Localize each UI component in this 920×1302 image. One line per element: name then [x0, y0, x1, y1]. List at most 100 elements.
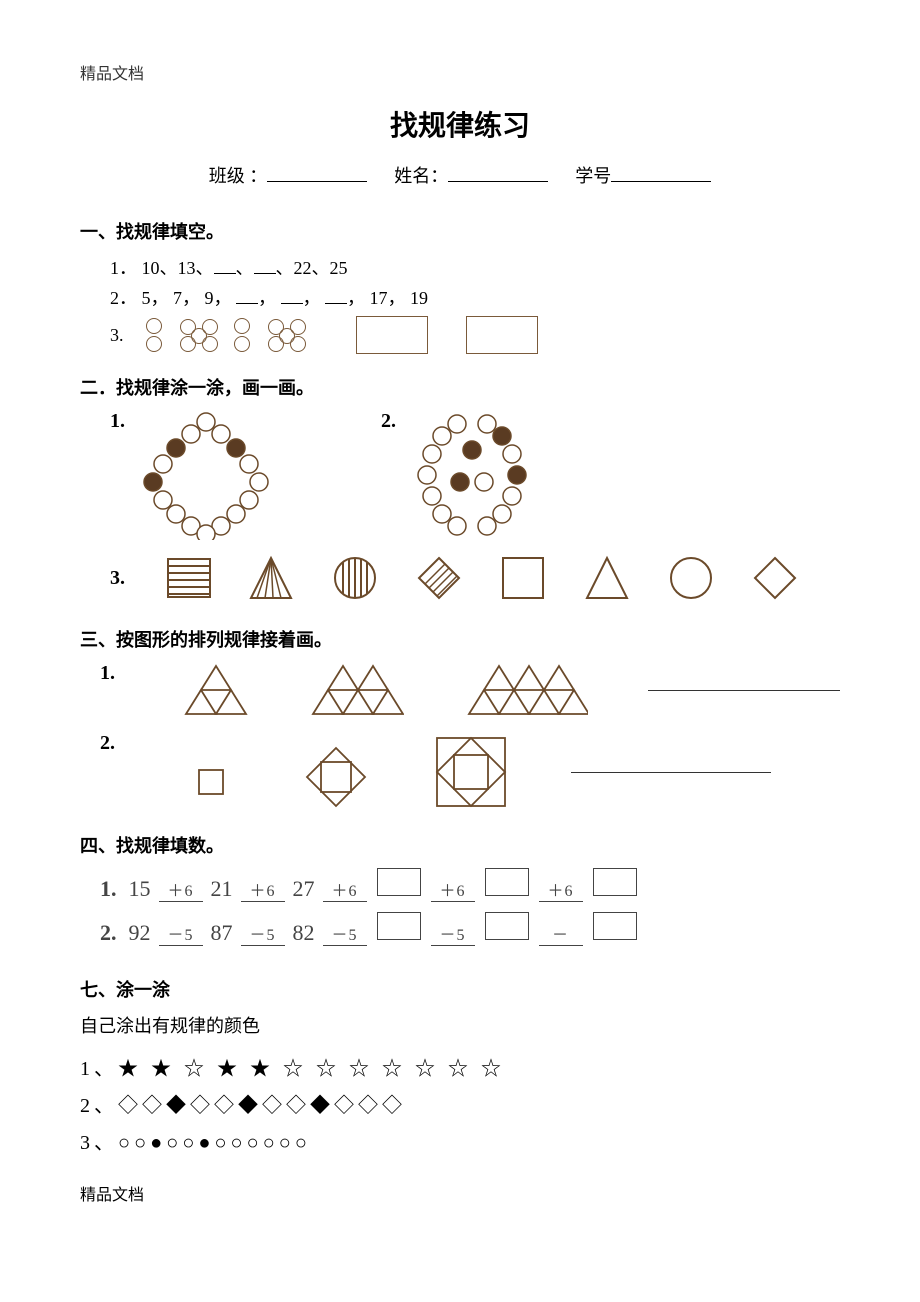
s7-r1-label: 1、 [80, 1058, 118, 1080]
s1-q1-label: 1． [110, 258, 137, 278]
header-small: 精品文档 [80, 60, 840, 84]
s4-r2-start: 92 [129, 920, 151, 946]
s1-q2: 2． 5， 7， 9， ， ， ， 17， 19 [110, 284, 840, 310]
s1-q2-b: ， [258, 288, 276, 308]
s4-r1-m2: 27 [293, 876, 315, 902]
s1-q1-blank1[interactable] [214, 257, 236, 274]
s1-q1-c: 、22、25 [276, 258, 348, 278]
triangle-stack-2-icon [181, 662, 248, 718]
section7-sub: 自己涂出有规律的颜色 [80, 1012, 840, 1038]
triangle-outline-icon[interactable] [583, 554, 631, 602]
s1-q1-b: 、 [236, 258, 254, 278]
section1-head: 一、找规律填空。 [80, 218, 840, 244]
s4-r2-m2: 82 [293, 920, 315, 946]
s2-beads: 1. 2. [110, 410, 840, 540]
s3-l2: 2. [100, 732, 115, 755]
s1-q2-d: ， 17， 19 [347, 288, 428, 308]
s7-r3-label: 3、 [80, 1132, 118, 1154]
nested-square-1-icon [181, 752, 241, 812]
s1-q2-blank1[interactable] [236, 287, 258, 304]
s3-row2: 2. [100, 732, 840, 812]
s1-q2-c: ， [303, 288, 321, 308]
s7-r2: 2、◇◇◆◇◇◆◇◇◆◇◇◇ [80, 1089, 840, 1118]
name-label: 姓名： [394, 166, 448, 186]
op-arrow-icon: －5 [159, 928, 203, 946]
star-pattern[interactable]: ★ ★ ☆ ★ ★ ☆ ☆ ☆ ☆ ☆ ☆ ☆ [118, 1058, 505, 1080]
worksheet-page: 精品文档 找规律练习 班级 ： 姓名： 学号 一、找规律填空。 1． 10、13… [0, 0, 920, 1245]
op-arrow-icon: －5 [431, 928, 475, 946]
s1-q3-label: 3. [110, 325, 134, 346]
diamond-pattern[interactable]: ◇◇◆◇◇◆◇◇◆◇◇◇ [118, 1095, 406, 1117]
s4-r2-m1: 87 [211, 920, 233, 946]
nested-square-3-icon [431, 732, 511, 812]
circle-pair-icon [234, 318, 250, 352]
s1-q2-blank2[interactable] [281, 287, 303, 304]
s4-row1: 1. 15 ＋6 21 ＋6 27 ＋6 ＋6 ＋6 [100, 868, 840, 902]
striped-square-icon [167, 558, 211, 598]
answer-box[interactable] [593, 868, 637, 896]
s7-r1: 1、★ ★ ☆ ★ ★ ☆ ☆ ☆ ☆ ☆ ☆ ☆ [80, 1052, 840, 1081]
footer-small: 精品文档 [80, 1181, 840, 1205]
s1-q2-label: 2． [110, 288, 137, 308]
section3-head: 三、按图形的排列规律接着画。 [80, 626, 840, 652]
square-outline-icon[interactable] [499, 554, 547, 602]
op-arrow-icon: － [539, 928, 583, 946]
id-label: 学号 [575, 166, 611, 186]
s1-q2-blank3[interactable] [325, 287, 347, 304]
answer-box[interactable] [466, 316, 538, 354]
section4-head: 四、找规律填数。 [80, 832, 840, 858]
info-line: 班级 ： 姓名： 学号 [80, 162, 840, 188]
s3-answer-line[interactable] [571, 771, 771, 773]
s1-q1-blank2[interactable] [254, 257, 276, 274]
diamond-outline-icon[interactable] [751, 554, 799, 602]
nested-square-2-icon [301, 742, 371, 812]
section2-head: 二．找规律涂一涂，画一画。 [80, 374, 840, 400]
bead-flower-icon [402, 410, 542, 540]
page-title: 找规律练习 [80, 104, 840, 144]
s4-l2: 2. [100, 920, 117, 946]
answer-box[interactable] [485, 912, 529, 940]
s1-q1: 1． 10、13、 、 、22、25 [110, 254, 840, 280]
circle-pair-icon [146, 318, 162, 352]
op-arrow-icon: ＋6 [323, 884, 367, 902]
circle-pattern[interactable]: ○○●○○●○○○○○○ [118, 1132, 311, 1154]
s2-shape-row: 3. [110, 554, 840, 602]
answer-box[interactable] [377, 912, 421, 940]
s2-l2: 2. [381, 410, 396, 433]
id-blank[interactable] [611, 163, 711, 182]
s7-r3: 3、○○●○○●○○○○○○ [80, 1126, 840, 1155]
answer-box[interactable] [485, 868, 529, 896]
s4-r1-start: 15 [129, 876, 151, 902]
s3-l1: 1. [100, 662, 115, 685]
s4-r1-m1: 21 [211, 876, 233, 902]
op-arrow-icon: ＋6 [159, 884, 203, 902]
answer-box[interactable] [356, 316, 428, 354]
answer-box[interactable] [377, 868, 421, 896]
s1-q1-a: 10、13、 [142, 258, 214, 278]
hatched-triangle-icon [247, 554, 295, 602]
circle-five-icon [268, 319, 304, 351]
class-blank[interactable] [267, 163, 367, 182]
s2-l3: 3. [110, 567, 125, 590]
s2-l1: 1. [110, 410, 125, 433]
s3-answer-line[interactable] [648, 689, 840, 691]
name-blank[interactable] [448, 163, 548, 182]
s4-l1: 1. [100, 876, 117, 902]
s3-row1: 1. [100, 662, 840, 718]
s7-r2-label: 2、 [80, 1095, 118, 1117]
triangle-stack-4-icon [464, 662, 589, 718]
circle-outline-icon[interactable] [667, 554, 715, 602]
op-arrow-icon: －5 [323, 928, 367, 946]
op-arrow-icon: ＋6 [241, 884, 285, 902]
op-arrow-icon: ＋6 [539, 884, 583, 902]
striped-circle-icon [331, 554, 379, 602]
op-arrow-icon: －5 [241, 928, 285, 946]
s1-q2-a: 5， 7， 9， [142, 288, 232, 308]
s4-row2: 2. 92 －5 87 －5 82 －5 －5 － [100, 912, 840, 946]
s1-q3: 3. [110, 316, 840, 354]
section7-head: 七、涂一涂 [80, 976, 840, 1002]
class-label: 班级 ： [209, 166, 268, 186]
bead-diamond-icon [131, 410, 281, 540]
op-arrow-icon: ＋6 [431, 884, 475, 902]
answer-box[interactable] [593, 912, 637, 940]
